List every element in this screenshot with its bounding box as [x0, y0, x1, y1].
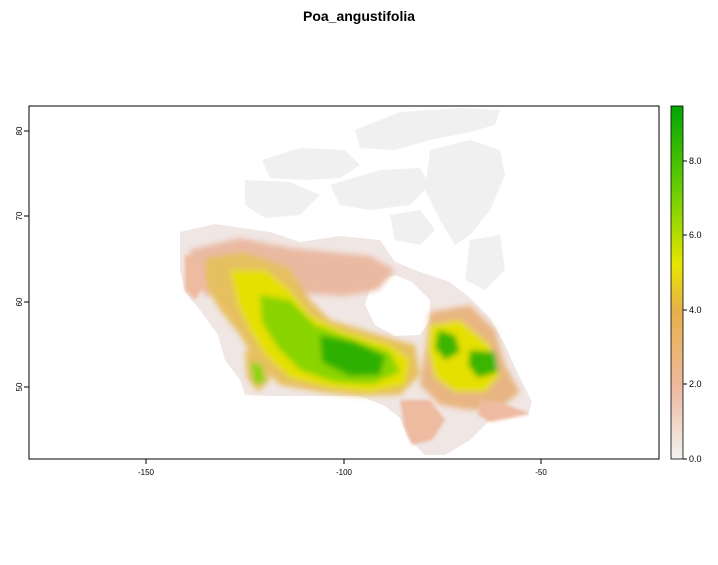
x-tick-label: -100 [336, 468, 353, 477]
legend-label: 4.0 [689, 305, 702, 315]
legend-label: 0.0 [689, 454, 702, 464]
y-tick-label: 50 [15, 382, 24, 391]
legend-colorbar [670, 105, 684, 460]
y-tick-label: 80 [15, 126, 24, 135]
y-axis: 50 60 70 80 [15, 126, 29, 391]
hudson-bay [365, 275, 430, 336]
legend: 0.0 2.0 4.0 6.0 8.0 [670, 105, 702, 464]
legend-label: 2.0 [689, 379, 702, 389]
plot-title: Poa_angustifolia [302, 8, 416, 24]
map-raster [180, 108, 532, 455]
legend-label: 6.0 [689, 230, 702, 240]
legend-label: 8.0 [689, 156, 702, 166]
arctic-islands [245, 108, 505, 290]
southern-detail [185, 255, 530, 445]
x-axis: -150 -100 -50 [138, 459, 547, 477]
x-tick-label: -150 [138, 468, 155, 477]
suitability-zones [190, 238, 520, 410]
y-tick-label: 60 [15, 297, 24, 306]
y-tick-label: 70 [15, 211, 24, 220]
x-tick-label: -50 [535, 468, 547, 477]
